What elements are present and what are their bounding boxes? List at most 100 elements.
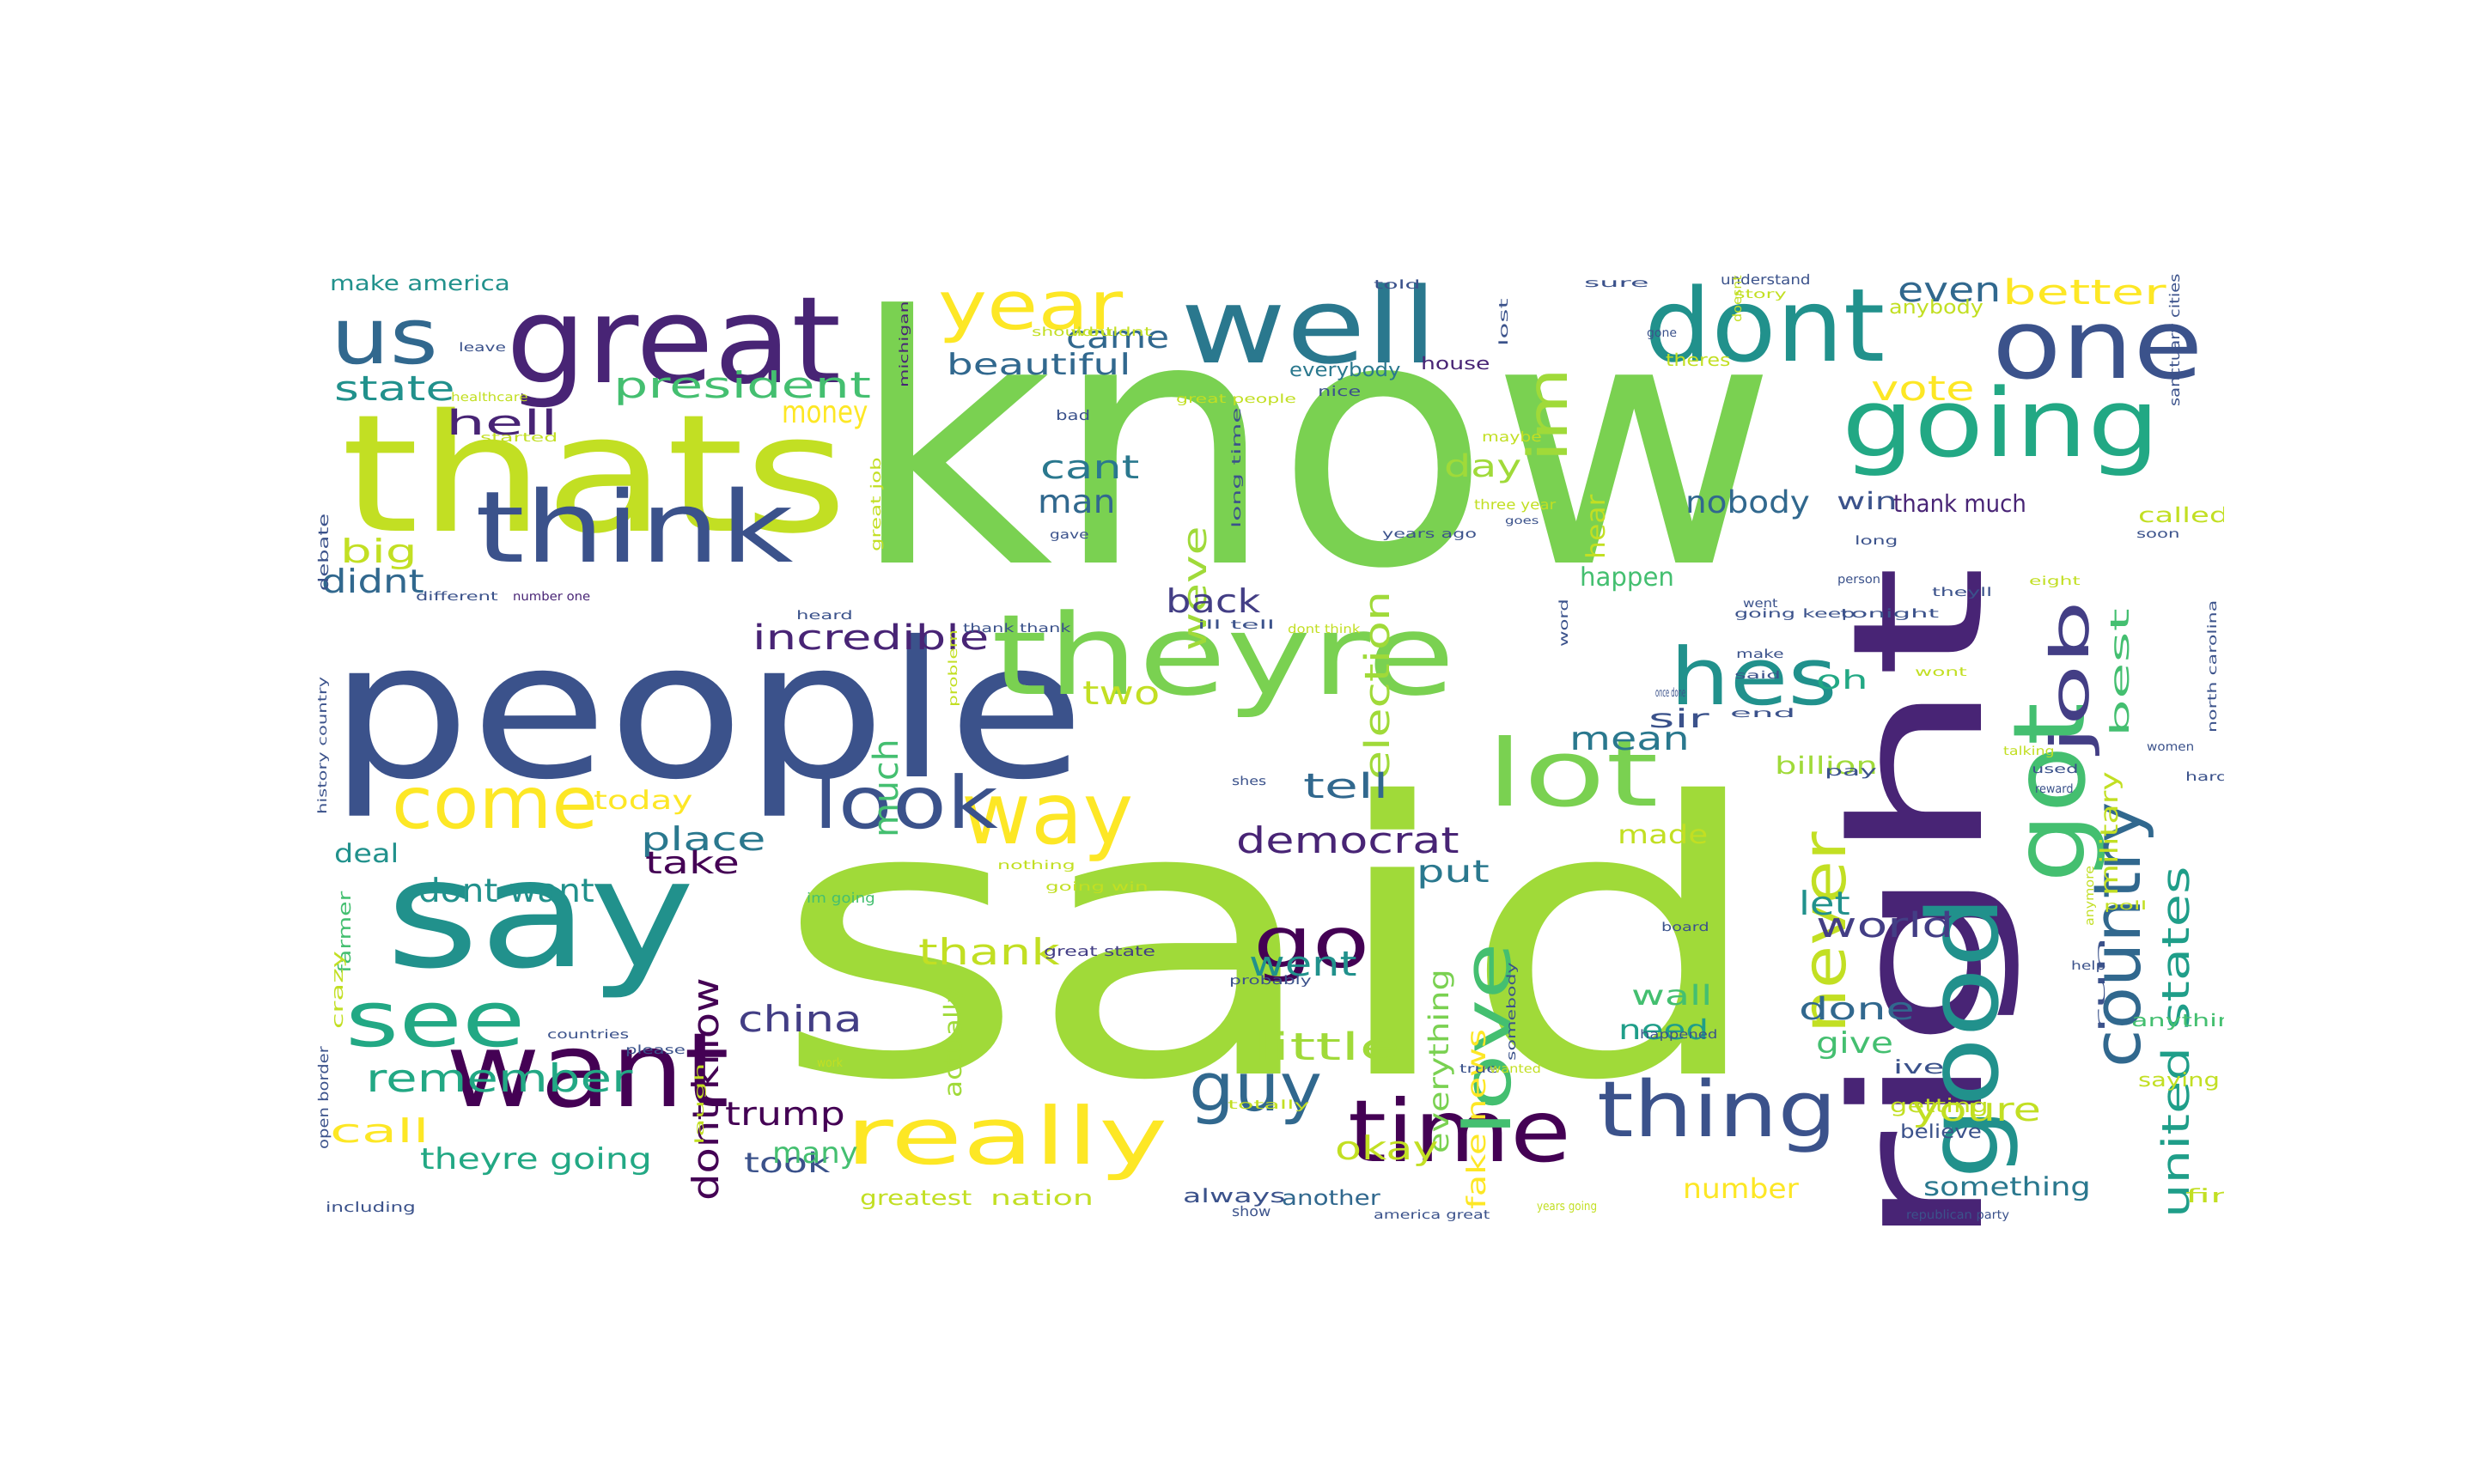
word-time: time — [1348, 1081, 1571, 1182]
word-make: make — [1736, 648, 1784, 661]
word-done: done — [1799, 992, 1915, 1027]
word-let: let — [1799, 885, 1850, 922]
word-another: another — [1282, 1186, 1380, 1210]
word-make-america: make america — [330, 273, 510, 295]
word-wall: wall — [1631, 979, 1713, 1012]
word-probably: probably — [1229, 974, 1312, 988]
word-years-ago: years ago — [1382, 527, 1478, 541]
word-oh: oh — [1816, 666, 1868, 696]
word-totally: totally — [1228, 1098, 1310, 1112]
word-went: went — [1743, 597, 1778, 611]
word-years-going: years going — [1537, 1200, 1598, 1213]
word-okay: okay — [1335, 1129, 1439, 1167]
word-wouldnt: wouldnt — [1070, 325, 1153, 339]
word-way: way — [961, 763, 1134, 864]
word-debate: debate — [317, 513, 332, 591]
word-best: best — [2105, 608, 2136, 737]
word-go: go — [1253, 903, 1370, 984]
word-shouldnt: shouldnt — [1032, 325, 1113, 339]
word-wont: wont — [1915, 666, 1967, 679]
word-lot: lot — [1486, 721, 1659, 828]
word-tell: tell — [1303, 767, 1389, 806]
word-said: said — [1734, 669, 1782, 681]
word-story: story — [1734, 288, 1787, 301]
word-run: run — [2094, 936, 2108, 1033]
word-soon: soon — [2136, 527, 2180, 541]
word-anybody: anybody — [1889, 297, 1983, 319]
word-history-country: history country — [317, 676, 330, 814]
word-take: take — [645, 846, 740, 881]
word-called: called — [2138, 503, 2224, 527]
word-greatest: greatest — [860, 1186, 972, 1210]
word-show: show — [1232, 1203, 1271, 1219]
word-theyll: theyll — [1932, 586, 1993, 599]
word-back: back — [1166, 582, 1261, 620]
word-happened: happened — [1640, 1028, 1718, 1042]
word-person: person — [1837, 573, 1881, 587]
word-sure: sure — [1584, 277, 1649, 290]
word-theyre-going: theyre going — [420, 1142, 652, 1177]
word-put: put — [1417, 855, 1490, 890]
word-house: house — [1421, 353, 1490, 374]
word-said: said — [772, 723, 1770, 1163]
word-better: better — [2002, 273, 2166, 313]
word-year: year — [938, 273, 1124, 345]
word-guy: guy — [1189, 1049, 1323, 1127]
word-say: say — [386, 828, 695, 1002]
word-people: people — [329, 601, 1085, 821]
word-vote: vote — [1871, 369, 1975, 409]
word-president: president — [613, 364, 871, 406]
word-united-states: united states — [2154, 866, 2198, 1218]
word-america-great: america great — [1374, 1208, 1490, 1222]
word-first: first — [2185, 1186, 2224, 1207]
word-nice: nice — [1318, 383, 1362, 399]
word-nobody: nobody — [1685, 485, 1810, 520]
word-ill-tell: ill tell — [1197, 618, 1276, 632]
word-much: much — [867, 739, 906, 837]
word-reward: reward — [2035, 782, 2074, 796]
word-want: want — [446, 1012, 729, 1131]
word-cant: cant — [1040, 448, 1140, 486]
word-need: need — [1618, 1013, 1709, 1046]
word-billion: billion — [1775, 751, 1878, 780]
word-shes: shes — [1232, 775, 1267, 788]
word-came: came — [1066, 320, 1170, 356]
word-job: job — [2038, 599, 2101, 754]
word-democrat: democrat — [1236, 819, 1459, 861]
word-place: place — [641, 820, 766, 858]
word-deal: deal — [334, 839, 399, 869]
word-money: money — [782, 395, 868, 430]
word-gave: gave — [1050, 528, 1089, 542]
word-happen: happen — [1580, 563, 1674, 593]
word-great-state: great state — [1044, 943, 1155, 959]
word-everything: everything — [1423, 969, 1455, 1153]
word-took: took — [744, 1146, 831, 1179]
word-true: true — [1459, 1062, 1498, 1076]
word-im: im — [1517, 367, 1581, 462]
word-thank-thank: thank thank — [963, 622, 1071, 636]
word-something: something — [1923, 1172, 2091, 1202]
word-michigan: michigan — [898, 301, 911, 387]
word-maybe: maybe — [1482, 429, 1542, 445]
word-anymore: anymore — [2083, 865, 2097, 926]
word-countries: countries — [547, 1028, 630, 1042]
word-mean: mean — [1569, 720, 1690, 757]
word-come: come — [392, 761, 599, 845]
word-actually: actually — [939, 986, 967, 1098]
word-state: state — [334, 369, 455, 409]
word-including: including — [326, 1199, 416, 1215]
word-remember: remember — [366, 1055, 633, 1101]
word-getting: getting — [1890, 1096, 1989, 1117]
word-sanctuary-cities: sanctuary cities — [2166, 273, 2183, 406]
word-man: man — [1038, 483, 1116, 520]
word-problem: problem — [947, 629, 960, 707]
word-look: look — [813, 761, 998, 845]
word-long-time: long time — [1230, 407, 1244, 528]
word-military: military — [2095, 771, 2124, 896]
word-talking: talking — [2003, 745, 2055, 758]
word-one: one — [1992, 289, 2203, 401]
word-world: world — [1816, 906, 1954, 946]
word-goes: goes — [1505, 514, 1539, 526]
word-many: many — [772, 1136, 858, 1171]
word-little: little — [1253, 1025, 1400, 1069]
